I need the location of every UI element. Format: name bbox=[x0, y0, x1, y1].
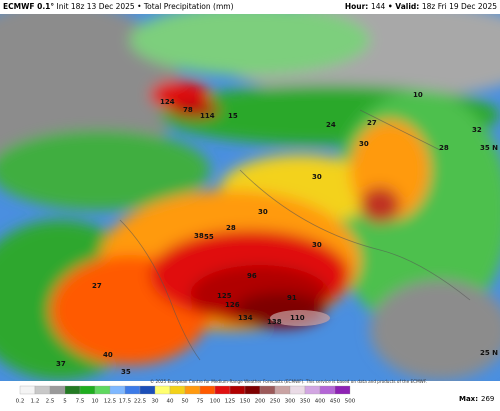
colorbar-swatch bbox=[94, 385, 111, 395]
colorbar-label: 450 bbox=[330, 399, 341, 405]
colorbar-swatch bbox=[259, 385, 276, 395]
map-value: 126 bbox=[225, 301, 240, 309]
max-label: Max: bbox=[459, 395, 478, 403]
colorbar-swatch bbox=[304, 385, 321, 395]
colorbar-label: 12.5 bbox=[104, 399, 117, 405]
map-labels: 124 78 114 15 24 27 10 32 28 35 N 30 30 … bbox=[56, 91, 498, 376]
map-value: 30 bbox=[258, 208, 268, 216]
map-value: 96 bbox=[247, 272, 257, 280]
map-value: 35 bbox=[121, 368, 131, 376]
latitude-label: 35 N bbox=[480, 144, 498, 152]
colorbar-swatch bbox=[334, 385, 351, 395]
colorbar-swatch bbox=[319, 385, 336, 395]
colorbar-swatch bbox=[124, 385, 141, 395]
colorbar-swatch bbox=[49, 385, 66, 395]
colorbar-swatch bbox=[34, 385, 51, 395]
map-value: 138 bbox=[267, 318, 282, 326]
map-value: 38 bbox=[194, 232, 204, 240]
colorbar-swatch bbox=[154, 385, 171, 395]
valid-label: • Valid: bbox=[388, 2, 419, 11]
colorbar-label: 350 bbox=[300, 399, 311, 405]
colorbar-label: 500 bbox=[345, 399, 356, 405]
colorbar-label: 40 bbox=[167, 399, 174, 405]
colorbar-label: 17.5 bbox=[119, 399, 132, 405]
colorbar-swatch bbox=[214, 385, 231, 395]
colorbar-label: 75 bbox=[197, 399, 204, 405]
map-value: 27 bbox=[367, 119, 377, 127]
colorbar-swatch bbox=[289, 385, 306, 395]
colorbar-swatch bbox=[109, 385, 126, 395]
map-value: 134 bbox=[238, 314, 253, 322]
map-value: 30 bbox=[359, 140, 369, 148]
header-right: Hour: 144 • Valid: 18z Fri 19 Dec 2025 bbox=[345, 2, 497, 11]
colorbar-label: 10 bbox=[92, 399, 99, 405]
colorbar-swatch bbox=[169, 385, 186, 395]
colorbar-label: 250 bbox=[270, 399, 281, 405]
colorbar-swatch bbox=[19, 385, 36, 395]
map-value: 110 bbox=[290, 314, 305, 322]
map-value: 15 bbox=[228, 112, 238, 120]
map-value: 27 bbox=[92, 282, 102, 290]
header-bar bbox=[0, 0, 500, 14]
map-value: 114 bbox=[200, 112, 215, 120]
init-info: Init 18z 13 Dec 2025 • Total Precipitati… bbox=[57, 2, 234, 11]
colorbar-swatch bbox=[79, 385, 96, 395]
colorbar-label: 22.5 bbox=[134, 399, 147, 405]
map-value: 10 bbox=[413, 91, 423, 99]
colorbar-swatch bbox=[184, 385, 201, 395]
colorbar-label: 125 bbox=[225, 399, 236, 405]
colorbar-label: 100 bbox=[210, 399, 221, 405]
colorbar-swatch bbox=[244, 385, 261, 395]
map-value: 124 bbox=[160, 98, 175, 106]
colorbar-swatch bbox=[274, 385, 291, 395]
colorbar-label: 400 bbox=[315, 399, 326, 405]
map-value: 28 bbox=[226, 224, 236, 232]
map-value: 24 bbox=[326, 121, 336, 129]
header-left: ECMWF 0.1° Init 18z 13 Dec 2025 • Total … bbox=[3, 2, 234, 11]
colorbar-label: 30 bbox=[152, 399, 159, 405]
valid-time: 18z Fri 19 Dec 2025 bbox=[422, 2, 497, 11]
map-value: 125 bbox=[217, 292, 232, 300]
colorbar-swatch bbox=[64, 385, 81, 395]
map-value: 37 bbox=[56, 360, 66, 368]
copyright: © 2025 European Centre for Medium-Range … bbox=[150, 379, 427, 384]
map-value: 40 bbox=[103, 351, 113, 359]
colorbar-label: 2.5 bbox=[46, 399, 55, 405]
hour: 144 bbox=[371, 2, 386, 11]
colorbar-label: 5 bbox=[63, 399, 67, 405]
colorbar-label: 200 bbox=[255, 399, 266, 405]
colorbar-swatch bbox=[199, 385, 216, 395]
map-value: 91 bbox=[287, 294, 297, 302]
map-value: 30 bbox=[312, 173, 322, 181]
max-value: 269 bbox=[481, 395, 494, 403]
colorbar-label: 0.2 bbox=[16, 399, 25, 405]
colorbar-label: 7.5 bbox=[76, 399, 85, 405]
model-name: ECMWF 0.1° bbox=[3, 2, 54, 11]
map-value: 32 bbox=[472, 126, 482, 134]
colorbar-label: 50 bbox=[182, 399, 189, 405]
colorbar-label: 300 bbox=[285, 399, 296, 405]
colorbar-label: 1.2 bbox=[31, 399, 40, 405]
hour-label: Hour: bbox=[345, 2, 368, 11]
map-value: 55 bbox=[204, 233, 214, 241]
colorbar-swatch bbox=[229, 385, 246, 395]
colorbar: 0.2 1.2 2.5 5 7.5 10 12.5 17.5 22.5 30 40 50 75 100 12… bbox=[16, 385, 356, 405]
map-value: 78 bbox=[183, 106, 193, 114]
latitude-label: 25 N bbox=[480, 349, 498, 357]
colorbar-label: 150 bbox=[240, 399, 251, 405]
map-value: 30 bbox=[312, 241, 322, 249]
precip-field: 124 78 114 15 24 27 10 32 28 35 N 30 30 … bbox=[0, 14, 500, 381]
map-value: 28 bbox=[439, 144, 449, 152]
colorbar-swatch bbox=[139, 385, 156, 395]
